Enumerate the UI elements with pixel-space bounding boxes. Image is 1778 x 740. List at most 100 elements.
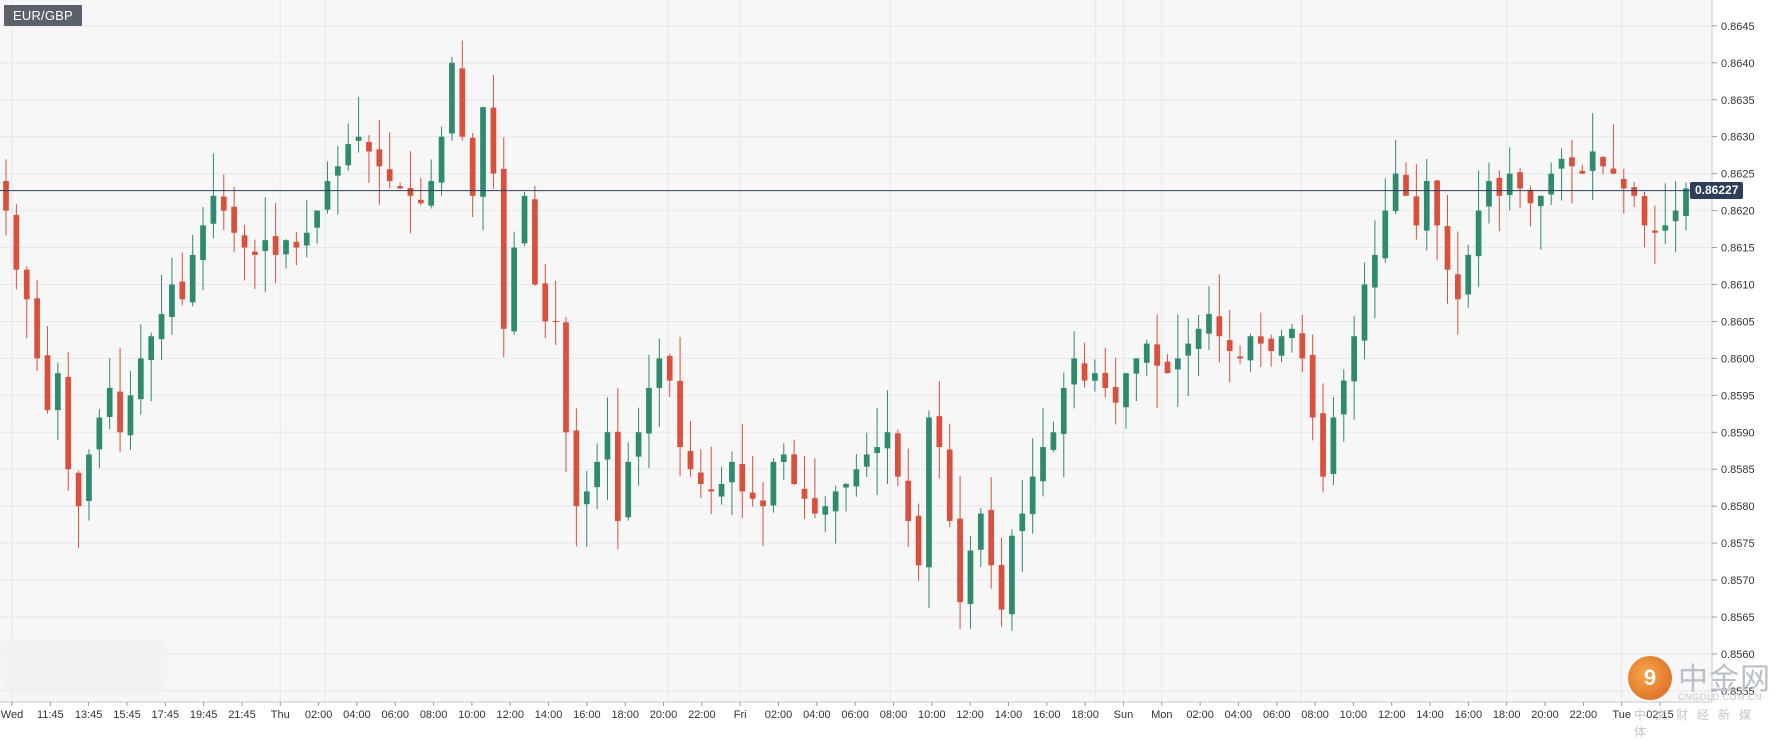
x-tick-label: 16:00 <box>1455 709 1483 721</box>
candle-body <box>697 472 704 485</box>
candle-body <box>1361 284 1368 341</box>
candle-body <box>459 68 466 137</box>
candle-body <box>1610 168 1617 174</box>
candle-body <box>594 461 600 488</box>
x-tick-label: 16:00 <box>1033 709 1061 721</box>
candle-body <box>915 515 922 566</box>
candle-body <box>449 62 455 134</box>
candle-body <box>1382 210 1389 259</box>
watermark-subtitle: CNGOLD.COM.CN <box>1678 692 1763 702</box>
candle-body <box>1060 387 1067 434</box>
y-tick-label: 0.8565 <box>1721 612 1755 624</box>
candle-body <box>936 416 943 448</box>
candle-body <box>1175 358 1181 370</box>
candle-body <box>3 181 9 211</box>
candle-body <box>345 144 352 166</box>
candle-body <box>760 500 766 507</box>
candle-body <box>1071 358 1077 385</box>
candle-body <box>1081 363 1088 381</box>
candle-body <box>1247 336 1254 361</box>
candle-body <box>1548 173 1555 195</box>
candle-body <box>884 432 891 449</box>
candle-body <box>656 358 663 388</box>
candle-body <box>1092 373 1098 381</box>
candle-body <box>407 188 414 196</box>
candle-body <box>1413 196 1420 226</box>
candle-body <box>1465 254 1472 295</box>
candle-body <box>428 181 435 206</box>
candle-body <box>137 358 144 400</box>
candle-body <box>1662 225 1669 231</box>
candle-body <box>1226 340 1233 351</box>
candle-body <box>801 488 808 499</box>
x-tick-label: 10:00 <box>918 709 946 721</box>
candle-body <box>1143 343 1150 363</box>
candle-body <box>44 355 51 411</box>
y-tick-label: 0.8630 <box>1721 132 1755 144</box>
candle-body <box>189 254 196 303</box>
x-tick-label: 06:00 <box>1263 709 1291 721</box>
x-tick-label: 08:00 <box>880 709 908 721</box>
y-tick-label: 0.8555 <box>1721 686 1755 698</box>
candle-body <box>293 241 300 248</box>
candle-body <box>604 432 611 460</box>
candle-body <box>926 417 932 568</box>
candle-body <box>200 225 206 260</box>
y-tick-label: 0.8595 <box>1721 390 1755 402</box>
candle-body <box>615 431 621 521</box>
x-tick-label: 12:00 <box>496 709 524 721</box>
candle-body <box>469 137 476 196</box>
candle-body <box>262 240 269 251</box>
candle-body <box>822 506 829 515</box>
candle-body <box>1330 417 1337 474</box>
y-tick-label: 0.8580 <box>1721 501 1755 513</box>
y-tick-label: 0.8635 <box>1721 95 1755 107</box>
candle-body <box>573 430 580 507</box>
candle-body <box>366 141 372 152</box>
x-tick-label: 04:00 <box>343 709 371 721</box>
x-tick-label: 13:45 <box>75 709 103 721</box>
candle-body <box>863 454 870 467</box>
candle-body <box>1372 254 1378 288</box>
x-tick-label: 06:00 <box>841 709 869 721</box>
candle-body <box>210 195 217 224</box>
candle-body <box>1569 157 1575 167</box>
watermark-tagline: 中文财经新媒体 <box>1634 708 1761 739</box>
candle-body <box>1133 358 1140 374</box>
candle-body <box>96 417 103 450</box>
x-tick-label: 17:45 <box>152 709 180 721</box>
candle-body <box>552 320 559 322</box>
x-tick-label: 08:00 <box>420 709 448 721</box>
candle-body <box>117 391 123 433</box>
candle-body <box>1672 210 1679 222</box>
x-tick-label: Mon <box>1151 709 1172 721</box>
candlestick-chart: 0.8555 0.8560 0.8565 0.8570 0.8575 0.8580 0.85… <box>0 0 1755 721</box>
x-tick-label: 12:00 <box>956 709 984 721</box>
candle-body <box>988 509 995 566</box>
candle-body <box>874 447 880 454</box>
candle-body <box>34 298 40 359</box>
x-tick-label: 18:00 <box>1493 709 1521 721</box>
x-tick-label: 08:00 <box>1301 709 1329 721</box>
x-tick-label: Fri <box>734 709 747 721</box>
candle-body <box>1652 230 1658 233</box>
candle-body <box>1506 173 1513 196</box>
x-tick-label: Wed <box>1 709 23 721</box>
x-tick-label: 02:00 <box>765 709 793 721</box>
current-price-tag: 0.86227 <box>1690 181 1744 199</box>
candle-body <box>843 484 849 488</box>
y-tick-label: 0.8605 <box>1721 316 1755 328</box>
y-tick-label: 0.8600 <box>1721 353 1755 365</box>
candle-body <box>1040 447 1046 482</box>
candle-body <box>75 472 82 507</box>
x-tick-label: 06:00 <box>381 709 409 721</box>
candle-body <box>169 284 175 317</box>
candles <box>3 40 1689 631</box>
candle-body <box>625 461 632 518</box>
candle-body <box>241 235 248 248</box>
candle-body <box>1455 274 1461 300</box>
x-tick-label: 12:00 <box>1378 709 1406 721</box>
candle-body <box>905 480 912 521</box>
candle-body <box>718 484 725 497</box>
candle-body <box>511 247 517 332</box>
